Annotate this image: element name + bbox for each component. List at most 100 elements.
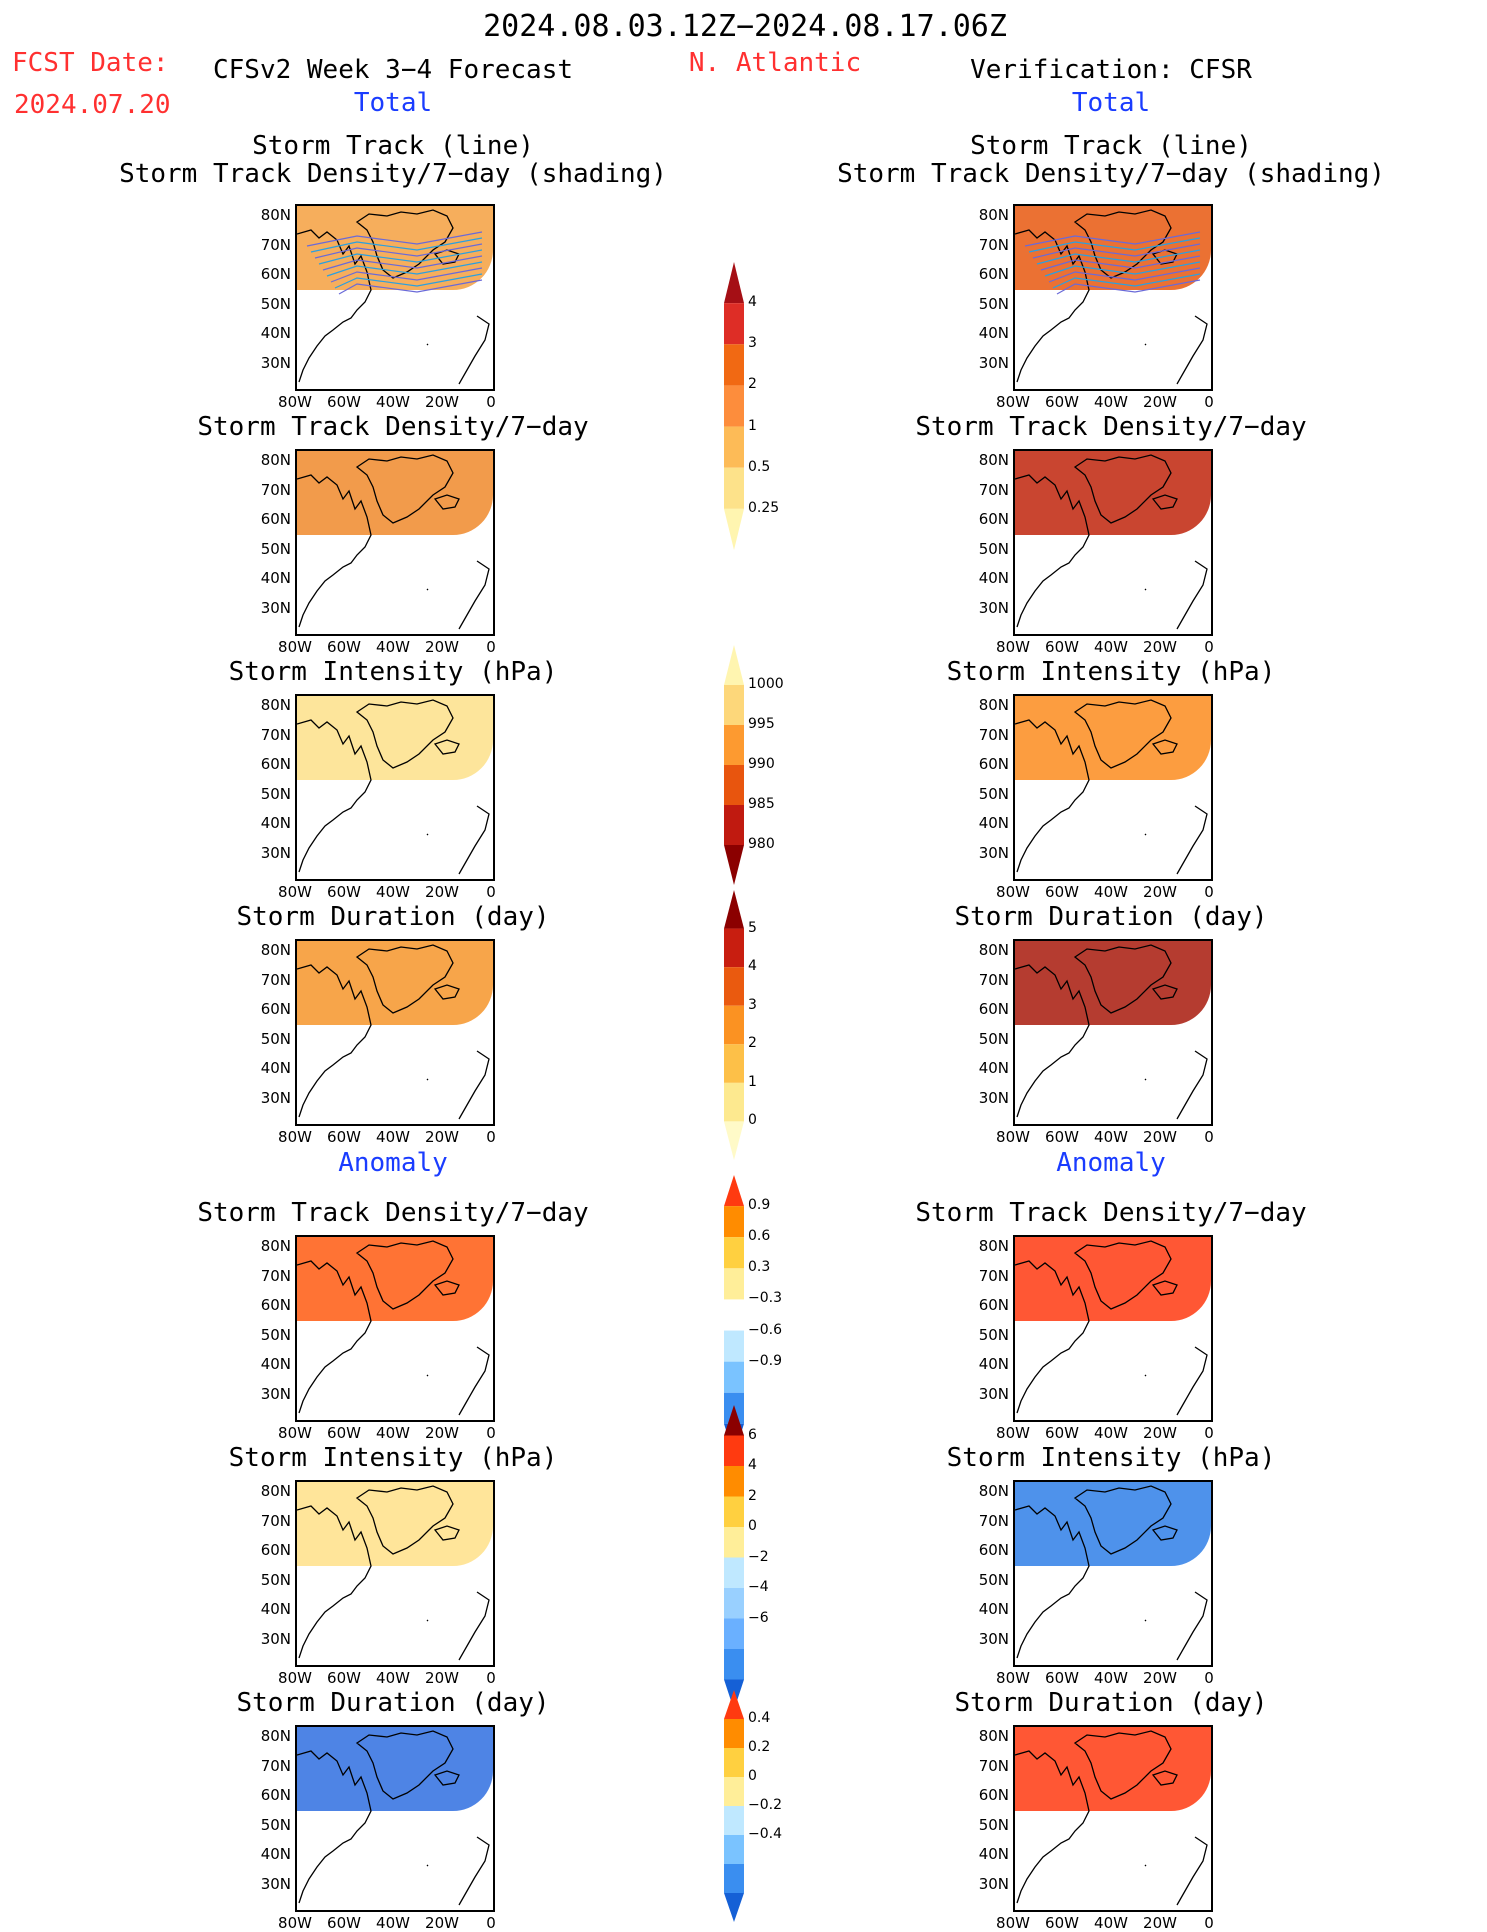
colorbar-segment <box>724 1748 744 1777</box>
colorbar-label: 4 <box>748 958 757 975</box>
coastline-path <box>297 1240 490 1416</box>
storm-track-line <box>1028 237 1201 253</box>
colorbar-segment <box>724 1719 744 1748</box>
colorbar-label: −0.6 <box>748 1321 782 1338</box>
lat-tick-label: 30N <box>260 1874 291 1893</box>
lat-tick-label: 40N <box>260 569 291 587</box>
total-label-forecast: Total <box>353 88 433 118</box>
lat-tick-label: 80N <box>978 1727 1009 1745</box>
lon-tick-label: 40W <box>376 1424 410 1442</box>
map-panel-forecast-duration-anom <box>295 1725 495 1912</box>
lon-tick-label: 60W <box>1045 883 1079 901</box>
lon-tick-label: 0 <box>1204 1424 1214 1442</box>
colorbar-label: −6 <box>748 1609 769 1626</box>
colorbar-label: −0.2 <box>748 1797 782 1813</box>
colorbar-label: 0 <box>748 1768 757 1784</box>
lat-tick-label: 50N <box>978 539 1009 558</box>
colorbar-segment <box>724 1435 744 1466</box>
lon-tick-label: 40W <box>1094 1424 1128 1442</box>
lat-tick-label: 50N <box>978 1815 1009 1834</box>
lat-tick-label: 40N <box>978 814 1009 832</box>
lat-tick-label: 30N <box>978 1384 1009 1403</box>
colorbar-segment <box>724 1330 744 1362</box>
lat-tick-label: 80N <box>978 206 1009 224</box>
colorbar-segment <box>724 805 744 845</box>
lat-tick-label: 80N <box>260 206 291 224</box>
coastline <box>1015 1485 1208 1661</box>
lon-tick-label: 0 <box>1204 1128 1214 1146</box>
lon-tick-label: 80W <box>996 1914 1030 1932</box>
lon-tick-label: 60W <box>327 638 361 656</box>
lat-tick-label: 70N <box>260 970 291 989</box>
coastline <box>1015 944 1208 1120</box>
lat-tick-label: 60N <box>260 1296 291 1314</box>
colorbar-segment <box>724 303 744 345</box>
lon-tick-label: 0 <box>486 1914 496 1932</box>
lon-tick-label: 0 <box>1204 883 1214 901</box>
field-shading <box>297 941 493 1025</box>
lat-tick-label: 40N <box>978 569 1009 587</box>
storm-track-line <box>1056 279 1201 295</box>
lat-tick-label: 80N <box>978 696 1009 714</box>
lon-tick-label: 60W <box>327 883 361 901</box>
coastline <box>1015 454 1208 630</box>
lat-tick-label: 70N <box>978 1756 1009 1775</box>
colorbar-segment <box>724 262 744 304</box>
colorbar-segment <box>724 1588 744 1619</box>
lon-tick-label: 20W <box>1143 883 1177 901</box>
lon-tick-label: 80W <box>278 393 312 411</box>
lat-tick-label: 40N <box>978 1059 1009 1077</box>
colorbar-label: 0.2 <box>748 1739 771 1755</box>
colorbar-segment <box>724 725 744 765</box>
lon-tick-label: 40W <box>376 393 410 411</box>
lon-tick-label: 0 <box>1204 1669 1214 1687</box>
colorbar-segment <box>724 1361 744 1393</box>
storm-track-line <box>330 267 483 283</box>
lat-tick-label: 50N <box>260 784 291 803</box>
panel-title-forecast-intensity: Storm Intensity (hPa) <box>228 657 558 687</box>
lat-tick-label: 70N <box>260 725 291 744</box>
panel-title-forecast-duration-anom: Storm Duration (day) <box>236 1688 550 1718</box>
lat-tick-label: 40N <box>260 814 291 832</box>
colorbar-label: 0.9 <box>748 1197 771 1214</box>
lon-tick-label: 20W <box>1143 638 1177 656</box>
panel-title-verification-track: Storm Track (line) Storm Track Density/7… <box>837 131 1385 189</box>
lat-tick-label: 80N <box>260 696 291 714</box>
lat-tick-label: 30N <box>978 353 1009 372</box>
fcst-date-value: 2024.07.20 <box>14 90 171 120</box>
lon-tick-label: 0 <box>1204 1914 1214 1932</box>
lat-tick-label: 60N <box>978 1786 1009 1804</box>
lon-tick-label: 0 <box>486 1669 496 1687</box>
lon-tick-label: 60W <box>1045 638 1079 656</box>
coastline-path <box>297 1485 490 1661</box>
coastline <box>1015 1240 1208 1416</box>
lat-tick-label: 60N <box>260 1541 291 1559</box>
colorbar-segment <box>724 1044 744 1083</box>
colorbar-label: 0 <box>748 1112 757 1129</box>
colorbar-label: 6 <box>748 1426 757 1443</box>
date-range-title: 2024.08.03.12Z−2024.08.17.06Z <box>483 9 1007 44</box>
storm-track-line <box>314 243 483 259</box>
lat-tick-label: 60N <box>260 265 291 283</box>
coastline <box>297 1730 490 1906</box>
fcst-date-label: FCST Date: <box>12 48 169 78</box>
lat-tick-label: 70N <box>978 480 1009 499</box>
coastline-path <box>1015 1485 1208 1661</box>
coastline <box>297 699 490 875</box>
colorbar-duration-anom <box>724 1690 744 1922</box>
lat-tick-label: 70N <box>978 235 1009 254</box>
map-panel-verification-track <box>1013 204 1213 391</box>
panel-title-forecast-density-anom: Storm Track Density/7−day <box>197 1198 589 1228</box>
lat-tick-label: 50N <box>260 1325 291 1344</box>
lon-tick-label: 20W <box>425 883 459 901</box>
lat-tick-label: 60N <box>978 1296 1009 1314</box>
lon-tick-label: 0 <box>486 638 496 656</box>
lon-tick-label: 80W <box>996 1669 1030 1687</box>
anomaly-label-verification: Anomaly <box>1056 1148 1166 1178</box>
map-panel-verification-density-anom <box>1013 1235 1213 1422</box>
colorbar-label: 1 <box>748 1073 757 1090</box>
lat-tick-label: 50N <box>978 1570 1009 1589</box>
lat-tick-label: 30N <box>978 843 1009 862</box>
lon-tick-label: 60W <box>1045 393 1079 411</box>
coastline-path <box>297 1730 490 1906</box>
